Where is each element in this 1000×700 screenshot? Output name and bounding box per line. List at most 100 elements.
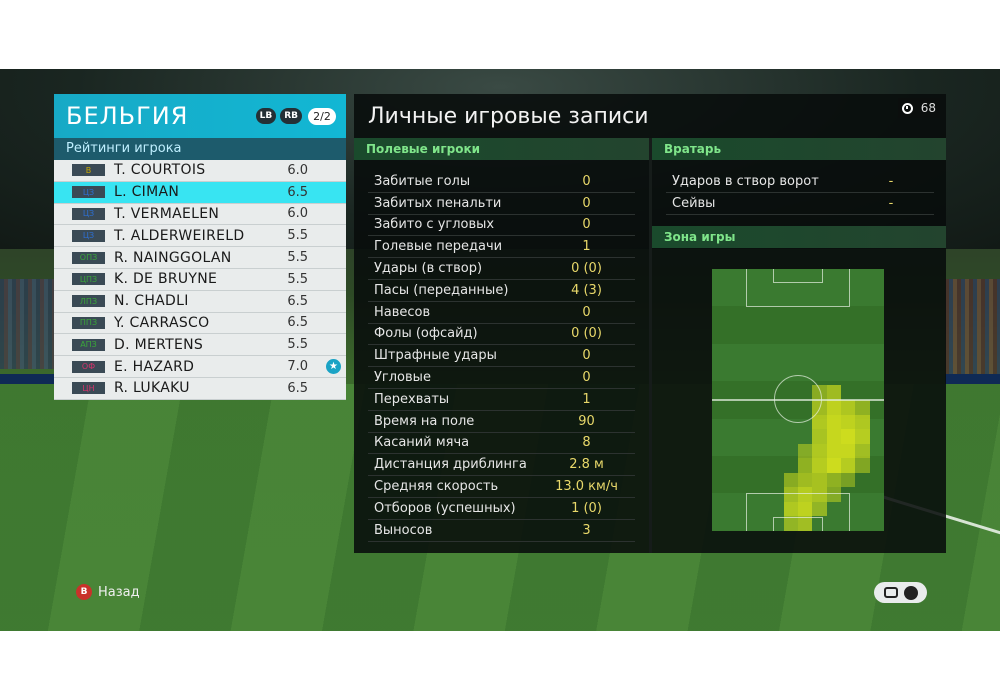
stat-value: 8: [582, 435, 591, 451]
stat-label: Отборов (успешных): [374, 500, 516, 516]
chat-icon[interactable]: [883, 587, 898, 598]
stat-label: Касаний мяча: [374, 435, 470, 451]
position-badge: ЦЗ: [72, 229, 105, 242]
stat-row: Пасы (переданные) 4 (3): [368, 280, 635, 302]
pitch-marking: [773, 517, 823, 531]
stat-row: Дистанция дриблинга 2.8 м: [368, 454, 635, 477]
ad-board-right: [945, 374, 1000, 384]
position-badge: ЛПЗ: [72, 295, 105, 308]
stat-row: Касаний мяча 8: [368, 433, 635, 455]
player-row[interactable]: ОПЗ R. NAINGGOLAN 5.5: [54, 247, 346, 269]
player-rating: 6.5: [287, 380, 308, 396]
player-name: R. NAINGGOLAN: [114, 249, 232, 266]
stat-row: Забито с угловых 0: [368, 215, 635, 237]
player-row[interactable]: ЦЗ T. ALDERWEIRELD 5.5: [54, 225, 346, 248]
page-indicator: 2/2: [308, 107, 336, 125]
stat-label: Выносов: [374, 522, 433, 538]
stat-value: 1 (0): [571, 500, 602, 516]
heatmap-cell: [855, 399, 870, 415]
player-name: D. MERTENS: [114, 336, 204, 353]
player-rating: 6.0: [287, 162, 308, 178]
player-rating: 6.5: [287, 184, 308, 200]
clock-icon: [901, 102, 913, 114]
rb-button-icon[interactable]: RB: [280, 108, 302, 124]
heatmap-cell: [812, 472, 827, 488]
team-name: БЕЛЬГИЯ: [66, 102, 189, 130]
gk-stat-row: Ударов в створ ворот -: [666, 171, 934, 193]
goalkeeper-stats-list: Ударов в створ ворот - Сейвы -: [656, 171, 946, 215]
player-row[interactable]: В T. COURTOIS 6.0: [54, 160, 346, 182]
stat-label: Перехваты: [374, 391, 450, 407]
stat-row: Голевые передачи 1: [368, 236, 635, 259]
player-row[interactable]: ЦН R. LUKAKU 6.5: [54, 377, 346, 400]
player-rating: 5.5: [287, 228, 308, 244]
stat-label: Угловые: [374, 370, 431, 386]
play-zone-section-title: Зона игры: [652, 226, 946, 248]
heatmap-cell: [855, 414, 870, 430]
player-rating: 6.5: [287, 315, 308, 331]
team-panel: БЕЛЬГИЯ LB RB 2/2 Рейтинги игрока В T. CO…: [54, 94, 346, 400]
heatmap-stripe: [712, 269, 884, 307]
heatmap-cell: [826, 458, 842, 473]
stat-label: Дистанция дриблинга: [374, 457, 527, 473]
stat-label: Удары (в створ): [374, 261, 483, 277]
stat-row: Перехваты 1: [368, 389, 635, 411]
stat-label: Штрафные удары: [374, 348, 497, 364]
heatmap-cell: [797, 487, 813, 502]
player-name: L. CIMAN: [114, 184, 180, 201]
player-row[interactable]: ЦПЗ K. DE BRUYNE 5.5: [54, 268, 346, 291]
stat-value: 0 (0): [571, 326, 602, 342]
player-row[interactable]: ЦЗ T. VERMAELEN 6.0: [54, 203, 346, 226]
heatmap-cell: [840, 429, 856, 444]
timer-value: 68: [920, 101, 936, 115]
pitch-marking: [746, 269, 850, 307]
heatmap-cell: [797, 472, 813, 488]
heatmap-cell: [826, 385, 842, 400]
player-row[interactable]: АПЗ D. MERTENS 5.5: [54, 334, 346, 357]
stat-value: 90: [578, 413, 595, 429]
heatmap-cell: [840, 414, 856, 430]
position-badge: В: [72, 164, 105, 177]
heatmap-cell: [840, 399, 856, 415]
stat-value: 0: [582, 348, 591, 364]
gk-stat-value: -: [888, 174, 894, 189]
stat-value: 1: [582, 239, 591, 255]
heatmap-cell: [855, 429, 870, 444]
heatmap-cell: [783, 516, 799, 531]
heatmap-cell: [783, 501, 799, 517]
position-badge: ЦН: [72, 382, 105, 395]
stat-row: Удары (в створ) 0 (0): [368, 258, 635, 280]
center-circle: [774, 375, 822, 423]
stat-label: Время на поле: [374, 413, 475, 429]
stat-value: 0: [582, 370, 591, 386]
team-header: БЕЛЬГИЯ LB RB 2/2: [54, 94, 346, 138]
ratings-title: Рейтинги игрока: [54, 138, 346, 160]
heatmap-cell: [812, 443, 827, 459]
player-name: T. ALDERWEIRELD: [114, 227, 245, 244]
heatmap-stripe: [712, 306, 884, 344]
stick-icon[interactable]: [903, 585, 918, 600]
player-row[interactable]: ППЗ Y. CARRASCO 6.5: [54, 312, 346, 335]
player-row[interactable]: ЦЗ L. CIMAN 6.5: [54, 181, 346, 204]
back-control[interactable]: B Назад: [76, 584, 140, 600]
player-name: N. CHADLI: [114, 293, 189, 310]
heatmap-cell: [826, 399, 842, 415]
player-row[interactable]: ЛПЗ N. CHADLI 6.5: [54, 290, 346, 313]
heatmap-cell: [797, 458, 813, 473]
player-name: K. DE BRUYNE: [114, 271, 218, 288]
stat-value: 3: [582, 522, 591, 538]
stat-value: 0 (0): [571, 261, 602, 277]
heatmap-cell: [812, 501, 827, 517]
player-name: E. HAZARD: [114, 358, 195, 375]
lb-button-icon[interactable]: LB: [255, 108, 277, 124]
records-panel: Личные игровые записи 68 Полевые игроки …: [354, 94, 946, 553]
stat-row: Время на поле 90: [368, 411, 635, 433]
chat-controls[interactable]: [874, 582, 927, 603]
stat-label: Забитых пенальти: [374, 195, 502, 211]
heatmap-cell: [783, 472, 799, 488]
ad-board-left: [0, 374, 60, 384]
player-row[interactable]: ОФ E. HAZARD 7.0 ★: [54, 356, 346, 378]
pitch-marking: [746, 493, 850, 531]
stat-value: 2.8 м: [569, 457, 604, 473]
heatmap-cell: [840, 472, 856, 488]
